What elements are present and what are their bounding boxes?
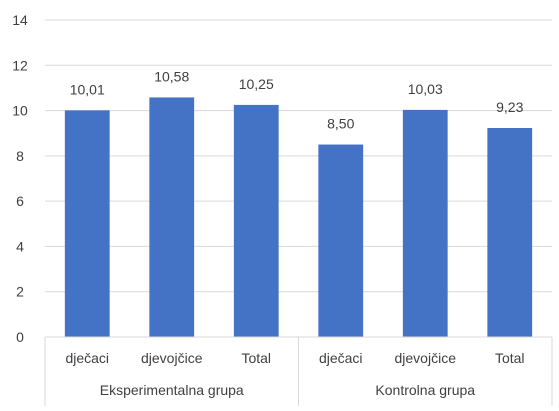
bar [487, 128, 533, 337]
x-category-label: Total [241, 350, 271, 366]
data-label: 8,50 [327, 116, 354, 132]
y-tick-label: 12 [12, 57, 28, 73]
y-tick-label: 10 [12, 103, 28, 119]
x-category-label: dječaci [319, 350, 363, 366]
y-tick-label: 8 [16, 148, 24, 164]
y-tick-label: 0 [16, 329, 24, 345]
data-label: 9,23 [496, 99, 523, 115]
bar [149, 97, 195, 337]
bar [64, 110, 110, 337]
bar [233, 104, 279, 338]
x-axis: dječaci djevojčice Total dječaci djevojčice T… [44, 336, 553, 406]
data-label: 10,25 [239, 76, 274, 92]
data-label: 10,58 [154, 68, 189, 84]
y-tick-label: 6 [16, 193, 24, 209]
data-label: 10,01 [70, 81, 105, 97]
bar [402, 109, 448, 337]
data-label: 10,03 [408, 81, 443, 97]
x-category-label: djevojčice [395, 350, 457, 366]
x-group-label: Kontrolna grupa [375, 382, 475, 398]
y-axis-ticks: 0 2 4 6 8 10 12 14 [12, 12, 28, 345]
bars [64, 97, 533, 338]
gridlines [45, 19, 552, 293]
y-tick-label: 2 [16, 284, 24, 300]
y-tick-label: 4 [16, 238, 24, 254]
x-category-label: Total [495, 350, 525, 366]
x-category-label: dječaci [65, 350, 109, 366]
x-group-label: Eksperimentalna grupa [100, 382, 244, 398]
y-tick-label: 14 [12, 12, 28, 28]
bar [318, 144, 364, 337]
x-category-label: djevojčice [141, 350, 203, 366]
data-labels: 10,01 10,58 10,25 8,50 10,03 9,23 [70, 68, 524, 131]
